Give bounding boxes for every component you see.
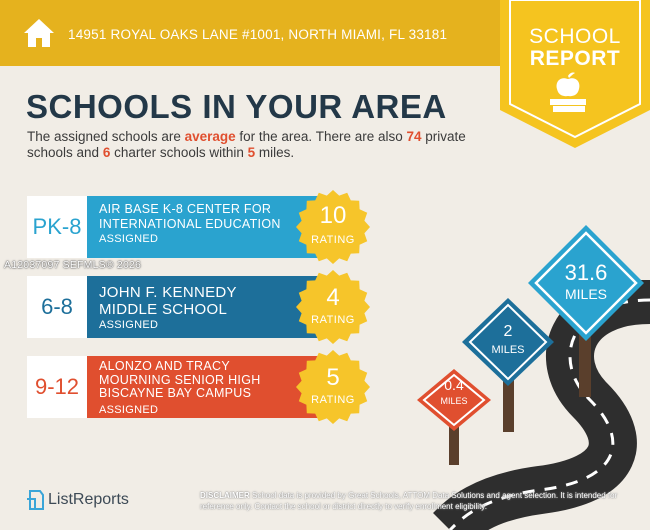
school-rating: 5 (326, 364, 340, 391)
rating-seal-icon (296, 350, 370, 424)
sign-unit: MILES (440, 396, 468, 406)
school-report-badge (500, 0, 650, 148)
apple-on-books-icon (550, 72, 586, 112)
rating-label: RATING (311, 394, 355, 406)
school-status: ASSIGNED (99, 233, 159, 245)
sign-unit: MILES (491, 344, 525, 356)
sign-value: 0.4 (444, 377, 464, 393)
badge-line-1: SCHOOL (529, 25, 621, 48)
disclaimer: DISCLAIMER School data is provided by Gr… (200, 490, 648, 512)
sign-unit: MILES (564, 286, 607, 302)
quality-word: average (184, 129, 236, 144)
rating-label: RATING (311, 314, 355, 326)
sign-post (503, 380, 514, 432)
disclaimer-text: School data is provided by Great Schools… (200, 491, 618, 511)
rating-seal-icon (296, 190, 370, 264)
listreports-logo-icon (27, 490, 44, 510)
distance-sign (462, 298, 554, 386)
sign-value: 31.6 (564, 260, 608, 285)
distance-sign (417, 369, 491, 431)
charter-count: 6 (102, 145, 111, 160)
grade-level: PK-8 (27, 196, 87, 258)
logo-text: ListReports (48, 491, 129, 508)
school-band: ALONZO AND TRACY MOURNING SENIOR HIGH BI… (87, 356, 337, 418)
distance-sign (528, 225, 644, 341)
private-count: 74 (406, 129, 422, 144)
school-band: AIR BASE K-8 CENTER FOR INTERNATIONAL ED… (87, 196, 337, 258)
school-name: JOHN F. KENNEDY MIDDLE SCHOOL (99, 284, 237, 318)
mls-watermark: A12037097 SEFMLS© 2026 (4, 259, 142, 271)
page-title: SCHOOLS IN YOUR AREA (26, 88, 447, 125)
sign-post (579, 325, 591, 397)
disclaimer-label: DISCLAIMER (200, 491, 250, 500)
grade-level: 9-12 (27, 356, 87, 418)
school-band: JOHN F. KENNEDY MIDDLE SCHOOL ASSIGNED (87, 276, 337, 338)
sign-value: 2 (503, 323, 513, 340)
school-status: ASSIGNED (99, 319, 159, 331)
school-status: ASSIGNED (99, 404, 159, 416)
home-icon (24, 19, 54, 47)
grade-level: 6-8 (27, 276, 87, 338)
rating-label: RATING (311, 234, 355, 246)
school-name: ALONZO AND TRACY MOURNING SENIOR HIGH BI… (99, 359, 261, 400)
school-name: AIR BASE K-8 CENTER FOR INTERNATIONAL ED… (99, 202, 281, 231)
radius-miles: 5 (247, 145, 256, 160)
sign-post (449, 420, 459, 465)
rating-seal-icon (296, 270, 370, 344)
school-rating: 10 (319, 202, 347, 229)
property-address: 14951 ROYAL OAKS LANE #1001, NORTH MIAMI… (68, 27, 448, 42)
intro-text: The assigned schools are average for the… (27, 129, 466, 160)
school-rating: 4 (326, 284, 340, 311)
badge-line-2: REPORT (529, 47, 621, 70)
